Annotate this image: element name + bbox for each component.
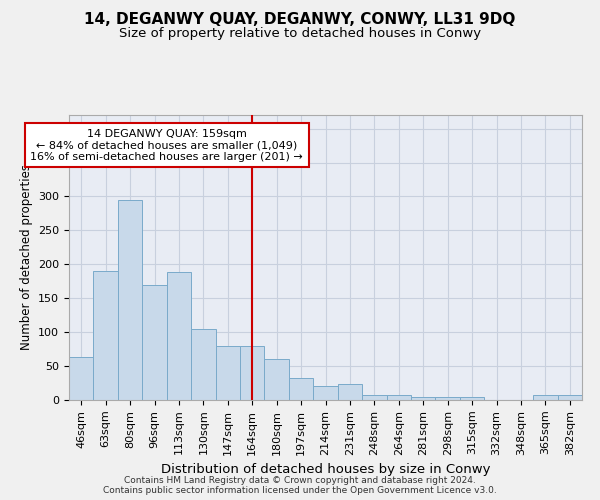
Bar <box>240 346 265 400</box>
Bar <box>436 396 460 400</box>
Bar <box>118 200 142 400</box>
Bar <box>557 394 582 400</box>
Bar <box>362 394 386 400</box>
Bar <box>215 346 240 400</box>
Text: Size of property relative to detached houses in Conwy: Size of property relative to detached ho… <box>119 28 481 40</box>
Bar <box>191 330 215 400</box>
Text: 14, DEGANWY QUAY, DEGANWY, CONWY, LL31 9DQ: 14, DEGANWY QUAY, DEGANWY, CONWY, LL31 9… <box>85 12 515 28</box>
Text: Contains HM Land Registry data © Crown copyright and database right 2024.
Contai: Contains HM Land Registry data © Crown c… <box>103 476 497 495</box>
Bar <box>313 386 338 400</box>
Bar <box>386 394 411 400</box>
Bar <box>94 271 118 400</box>
Bar <box>338 384 362 400</box>
Bar <box>142 284 167 400</box>
Bar <box>69 357 94 400</box>
Text: 14 DEGANWY QUAY: 159sqm
← 84% of detached houses are smaller (1,049)
16% of semi: 14 DEGANWY QUAY: 159sqm ← 84% of detache… <box>31 128 303 162</box>
X-axis label: Distribution of detached houses by size in Conwy: Distribution of detached houses by size … <box>161 463 490 476</box>
Y-axis label: Number of detached properties: Number of detached properties <box>20 164 32 350</box>
Bar <box>411 396 436 400</box>
Bar <box>460 398 484 400</box>
Bar <box>533 395 557 400</box>
Bar <box>167 272 191 400</box>
Bar <box>289 378 313 400</box>
Bar <box>265 360 289 400</box>
